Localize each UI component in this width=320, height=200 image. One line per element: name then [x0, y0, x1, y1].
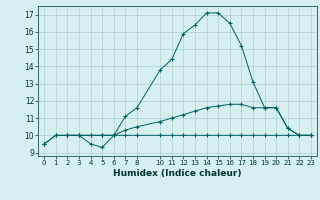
X-axis label: Humidex (Indice chaleur): Humidex (Indice chaleur) — [113, 169, 242, 178]
